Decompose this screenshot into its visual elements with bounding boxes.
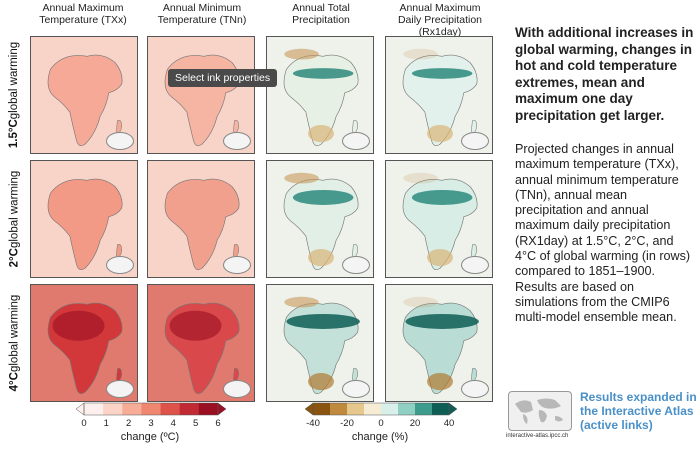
map-panel-txx-2c[interactable]: [30, 160, 138, 278]
colorbar-swatch: [347, 403, 365, 415]
africa-map: [164, 302, 240, 395]
colorbar-tick-label: 4: [170, 418, 176, 429]
colorbar-tick-label: 0: [378, 418, 384, 429]
colorbar-swatch: [398, 403, 416, 415]
colorbar-min-arrow: [76, 402, 85, 416]
column-header-tnn: Annual Minimum Temperature (TNn): [157, 2, 247, 26]
colorbar-outline: [312, 402, 450, 416]
globe-icon: [223, 380, 251, 398]
globe-icon: [223, 132, 251, 150]
africa-map: [47, 178, 123, 271]
globe-icon: [342, 256, 370, 274]
colorbar-tick-label: 20: [409, 418, 421, 429]
colorbar-swatch: [141, 403, 162, 415]
africa-map: [47, 302, 123, 395]
colorbar-swatch: [198, 403, 219, 415]
column-header-rx1day: Annual Maximum Daily Precipitation (Rx1d…: [397, 2, 483, 38]
precipitation-colorbar: [305, 402, 457, 416]
colorbar-swatch: [415, 403, 433, 415]
map-panel-txx-1-5c[interactable]: [30, 36, 138, 154]
colorbar-swatch: [432, 403, 450, 415]
map-panel-precip-4c[interactable]: [266, 284, 374, 402]
globe-icon: [461, 132, 489, 150]
temperature-colorbar-label: change (ºC): [120, 431, 180, 443]
map-panel-tnn-4c[interactable]: [147, 284, 255, 402]
globe-icon: [106, 380, 134, 398]
column-header-txx: Annual Maximum Temperature (TXx): [39, 2, 127, 26]
colorbar-tick-label: 1: [103, 418, 109, 429]
colorbar-tick-label: 0: [81, 418, 87, 429]
map-panel-tnn-2c[interactable]: [147, 160, 255, 278]
globe-icon: [342, 132, 370, 150]
africa-map: [402, 296, 479, 395]
africa-map: [402, 172, 478, 271]
row-label-1-5c: 1.5°C global warming: [8, 41, 20, 149]
temperature-colorbar: [76, 402, 226, 416]
colorbar-tick-label: 2: [126, 418, 132, 429]
map-panel-rx1day-1-5c[interactable]: [385, 36, 493, 154]
colorbar-tick-label: 40: [443, 418, 455, 429]
colorbar-swatch: [313, 403, 331, 415]
globe-icon: [342, 380, 370, 398]
colorbar-outline: [83, 402, 219, 416]
colorbar-min-arrow: [305, 402, 314, 416]
row-label-4c: 4°C global warming: [8, 294, 21, 392]
colorbar-tick-label: 3: [148, 418, 154, 429]
colorbar-tick-label: 6: [215, 418, 221, 429]
column-header-precip: Annual Total Precipitation: [292, 2, 350, 26]
map-panel-rx1day-4c[interactable]: [385, 284, 493, 402]
side-description: Projected changes in annual maximum temp…: [515, 142, 691, 325]
colorbar-swatch: [122, 403, 142, 415]
colorbar-swatch: [381, 403, 399, 415]
tooltip: Select ink properties: [168, 69, 278, 87]
colorbar-max-arrow: [217, 402, 226, 416]
globe-icon: [223, 256, 251, 274]
globe-icon: [106, 256, 134, 274]
interactive-atlas-link[interactable]: Results expanded in the Interactive Atla…: [580, 390, 697, 432]
row-label-2c: 2°C global warming: [8, 170, 21, 268]
side-heading: With additional increases in global warm…: [515, 25, 694, 123]
africa-map: [283, 48, 359, 147]
globe-icon: [461, 380, 489, 398]
colorbar-swatch: [103, 403, 123, 415]
colorbar-swatch: [84, 403, 104, 415]
globe-icon: [106, 132, 134, 150]
africa-map: [402, 48, 478, 147]
map-panel-precip-2c[interactable]: [266, 160, 374, 278]
map-panel-tnn-1-5c[interactable]: [147, 36, 255, 154]
atlas-world-map-icon[interactable]: [508, 391, 572, 431]
colorbar-swatch: [160, 403, 181, 415]
colorbar-swatch: [364, 403, 382, 415]
colorbar-tick-label: 5: [193, 418, 199, 429]
precipitation-colorbar-label: change (%): [351, 431, 409, 443]
atlas-caption: interactive-atlas.ipcc.ch: [506, 433, 569, 439]
map-panel-txx-4c[interactable]: [30, 284, 138, 402]
colorbar-tick-label: -40: [306, 418, 320, 429]
map-panel-precip-1-5c[interactable]: [266, 36, 374, 154]
colorbar-swatch: [330, 403, 348, 415]
colorbar-max-arrow: [448, 402, 457, 416]
globe-icon: [461, 256, 489, 274]
africa-map: [283, 172, 359, 271]
colorbar-tick-label: -20: [340, 418, 354, 429]
map-panel-rx1day-2c[interactable]: [385, 160, 493, 278]
colorbar-swatch: [179, 403, 200, 415]
